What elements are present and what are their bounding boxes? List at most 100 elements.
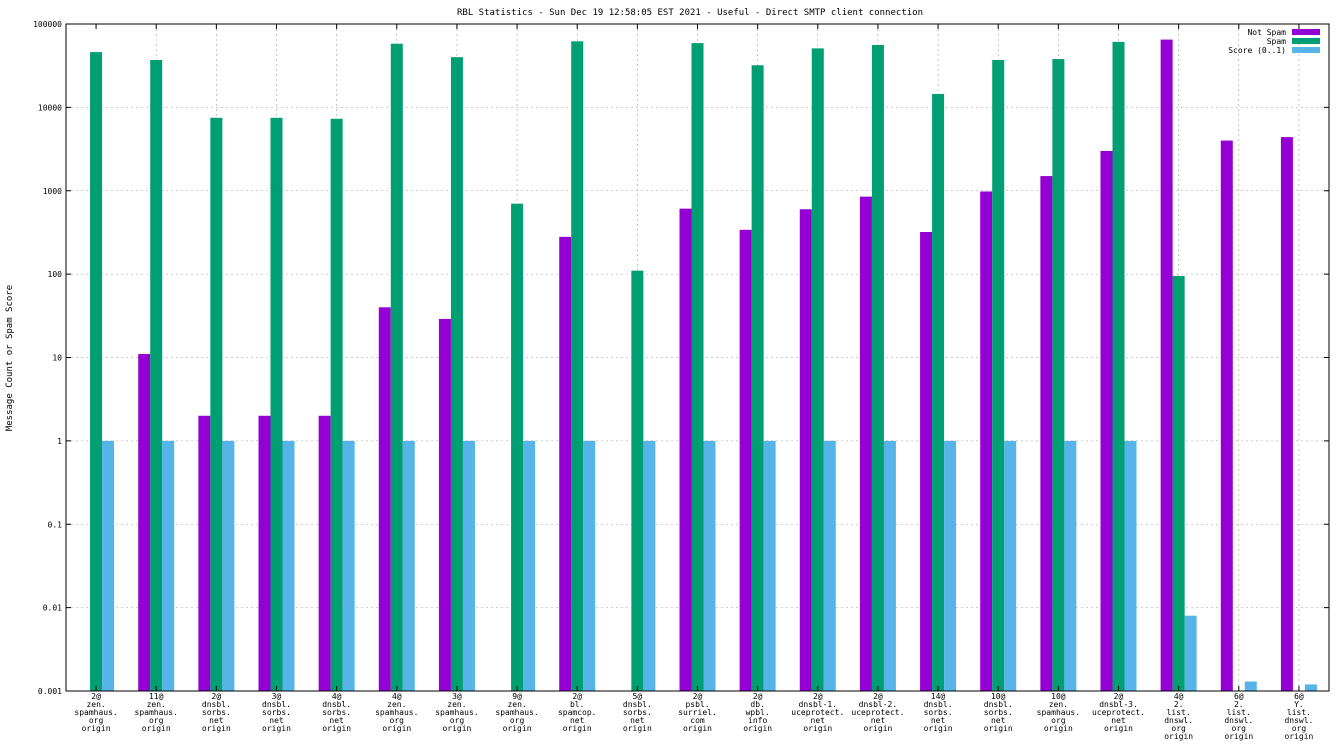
bar-spam	[90, 52, 103, 692]
x-tick-label: 14@ dnsbl. sorbs. net origin	[924, 692, 953, 733]
bar-not-spam	[799, 209, 812, 691]
bars	[90, 39, 1317, 692]
x-tick-label: 11@ zen. spamhaus. org origin	[135, 692, 178, 733]
bar-score-0-1	[1064, 440, 1077, 691]
legend-swatch	[1292, 38, 1320, 44]
bar-not-spam	[1160, 39, 1173, 692]
legend-label: Score (0..1)	[1228, 46, 1286, 55]
bar-score-0-1	[342, 440, 355, 691]
y-tick-label: 0.1	[48, 520, 63, 529]
bar-score-0-1	[883, 440, 896, 691]
bar-not-spam	[258, 415, 271, 691]
legend-swatch	[1292, 29, 1320, 35]
bar-spam	[1052, 59, 1065, 692]
x-tick-label: 4@ 2. list. dnswl. org origin	[1164, 692, 1193, 741]
bar-spam	[270, 117, 283, 692]
y-tick-label: 10	[52, 354, 62, 363]
x-tick-label: 2@ dnsbl-2. uceprotect. net origin	[851, 692, 904, 733]
bar-spam	[511, 203, 524, 691]
bar-not-spam	[438, 318, 451, 691]
bar-score-0-1	[1184, 615, 1197, 691]
y-tick-label: 1	[57, 437, 62, 446]
bar-spam	[390, 43, 403, 692]
bar-score-0-1	[944, 440, 957, 691]
bar-spam	[992, 60, 1005, 692]
bar-spam	[751, 65, 764, 691]
bar-not-spam	[1100, 150, 1113, 691]
bar-spam	[450, 57, 463, 692]
legend-label: Spam	[1267, 37, 1286, 46]
bar-score-0-1	[1244, 681, 1257, 691]
bar-spam	[691, 43, 704, 691]
chart-title: RBL Statistics - Sun Dec 19 12:58:05 EST…	[457, 8, 923, 18]
x-tick-label: 9@ zen. spamhaus. org origin	[495, 692, 538, 733]
x-tick-label: 5@ dnsbl. sorbs. net origin	[623, 692, 652, 733]
bar-not-spam	[318, 415, 331, 691]
bar-spam	[150, 60, 163, 692]
bar-spam	[210, 117, 223, 692]
x-tick-label: 4@ zen. spamhaus. org origin	[375, 692, 418, 733]
x-tick-label: 10@ dnsbl. sorbs. net origin	[984, 692, 1013, 733]
bar-not-spam	[559, 236, 572, 691]
legend-swatch	[1292, 47, 1320, 53]
bar-score-0-1	[1004, 440, 1017, 691]
y-tick-label: 10000	[38, 103, 62, 112]
bar-not-spam	[138, 354, 151, 691]
x-tick-label: 2@ psbl. surriel. com origin	[678, 692, 717, 733]
x-tick-label: 6@ 2. list. dnswl. org origin	[1224, 692, 1253, 741]
y-axis-ticks: 0.001 0.01 0.1 1 10 100 1000 10000 100000	[33, 20, 1329, 696]
x-tick-label: 2@ db. wpbl. info origin	[743, 692, 772, 733]
bar-spam	[631, 270, 644, 691]
bar-spam	[571, 41, 584, 692]
bar-not-spam	[378, 307, 391, 691]
bar-score-0-1	[523, 440, 536, 691]
bar-score-0-1	[162, 440, 175, 691]
bar-not-spam	[980, 191, 993, 692]
bar-score-0-1	[643, 440, 656, 691]
y-tick-label: 0.001	[38, 687, 62, 696]
bar-not-spam	[920, 232, 933, 691]
y-tick-label: 100	[48, 270, 63, 279]
bar-not-spam	[1220, 140, 1233, 692]
x-axis-ticks: 2@ zen. spamhaus. org origin 11@ zen. spamhaus.…	[74, 24, 1314, 741]
x-tick-label: 2@ zen. spamhaus. org origin	[74, 692, 117, 733]
x-tick-label: 2@ dnsbl. sorbs. net origin	[202, 692, 231, 733]
bar-not-spam	[1040, 176, 1053, 692]
bar-score-0-1	[763, 440, 776, 691]
bar-score-0-1	[462, 440, 475, 691]
bar-not-spam	[1280, 137, 1293, 692]
bar-not-spam	[198, 415, 211, 691]
y-tick-label: 100000	[33, 20, 62, 29]
bar-score-0-1	[703, 440, 716, 691]
x-tick-label: 2@ bl. spamcop. net origin	[558, 692, 597, 733]
bar-spam	[811, 48, 824, 691]
legend-label: Not Spam	[1247, 28, 1286, 37]
bar-not-spam	[859, 196, 872, 691]
bar-score-0-1	[583, 440, 596, 691]
y-axis-label: Message Count or Spam Score	[5, 285, 15, 431]
x-tick-label: 2@ dnsbl-1. uceprotect. net origin	[791, 692, 844, 733]
bar-spam	[1172, 275, 1185, 691]
bar-not-spam	[679, 208, 692, 691]
bar-spam	[871, 44, 884, 692]
x-tick-label: 3@ dnsbl. sorbs. net origin	[262, 692, 291, 733]
bar-score-0-1	[1304, 684, 1317, 691]
bar-score-0-1	[102, 440, 115, 691]
x-tick-label: 6@ Y. list. dnswl. org origin	[1284, 692, 1313, 741]
y-tick-label: 0.01	[43, 604, 62, 613]
bar-score-0-1	[222, 440, 235, 691]
x-tick-label: 10@ zen. spamhaus. org origin	[1037, 692, 1080, 733]
bar-score-0-1	[1124, 440, 1137, 691]
bar-score-0-1	[282, 440, 295, 691]
bar-not-spam	[739, 229, 752, 692]
bar-spam	[1112, 41, 1125, 691]
bar-score-0-1	[823, 440, 836, 691]
y-tick-label: 1000	[43, 187, 62, 196]
bar-score-0-1	[402, 440, 415, 691]
bar-spam	[330, 118, 343, 692]
x-tick-label: 2@ dnsbl-3. uceprotect. net origin	[1092, 692, 1145, 733]
bar-spam	[932, 93, 945, 691]
x-tick-label: 4@ dnsbl. sorbs. net origin	[322, 692, 351, 733]
